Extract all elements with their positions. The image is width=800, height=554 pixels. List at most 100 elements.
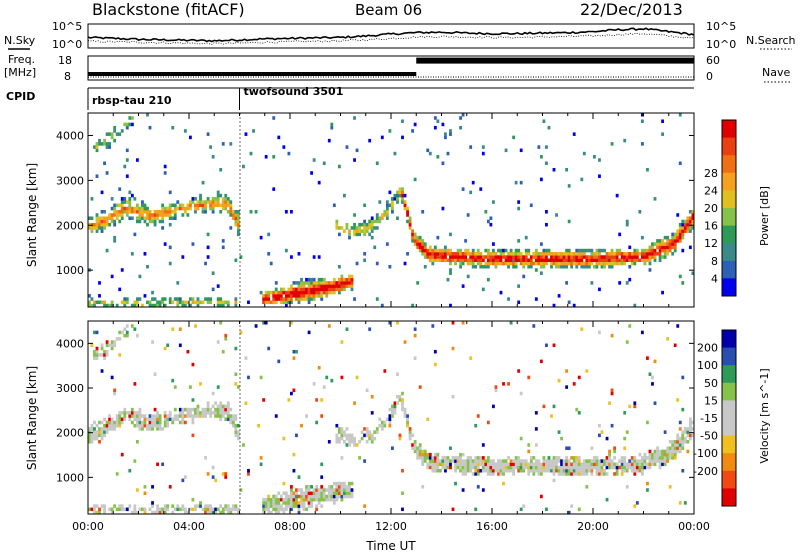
velocity-cell (668, 446, 672, 450)
power-cell (393, 193, 397, 198)
velocity-cell (125, 324, 129, 328)
velocity-cell (310, 504, 314, 508)
power-cell (320, 284, 324, 288)
power-cell (130, 210, 134, 214)
velocity-cell (451, 507, 455, 512)
power-cell (534, 268, 538, 272)
velocity-cell (158, 510, 162, 514)
velocity-cell (163, 423, 167, 428)
velocity-xticks: 00:00 04:00 08:00 12:00 16:00 20:00 00:00 (72, 321, 710, 533)
nave-ytick-bottom: 0 (706, 70, 713, 83)
power-cell (492, 255, 495, 259)
velocity-cell (343, 433, 346, 438)
velocity-cell (287, 504, 291, 508)
velocity-cell (118, 507, 122, 512)
velocity-cell (343, 485, 346, 489)
velocity-cell (656, 446, 659, 450)
power-cell (408, 216, 412, 220)
power-cell (343, 193, 346, 198)
power-cell (211, 210, 215, 214)
power-cell (590, 255, 594, 259)
power-cell (113, 138, 117, 143)
power-cell (176, 206, 180, 211)
velocity-cell (292, 501, 296, 505)
power-cell (363, 232, 367, 237)
power-cell (118, 219, 122, 224)
velocity-cell (663, 462, 667, 467)
velocity-cell (451, 456, 455, 460)
velocity-cell (196, 404, 200, 409)
power-cell (661, 245, 664, 250)
velocity-cell (290, 488, 293, 492)
power-cell (146, 300, 149, 305)
velocity-cell (550, 414, 553, 418)
power-cell (105, 248, 109, 253)
velocity-cell (320, 494, 324, 499)
velocity-cell (499, 472, 503, 476)
velocity-cell (168, 417, 172, 422)
power-cell (507, 258, 510, 263)
velocity-cell (211, 391, 215, 396)
velocity-cell (163, 507, 167, 512)
velocity-cell (456, 462, 460, 467)
velocity-cell (471, 462, 475, 467)
velocity-cell (191, 497, 195, 502)
velocity-cell (486, 420, 490, 425)
velocity-cell (335, 494, 339, 499)
power-cell (562, 255, 566, 259)
power-cell (388, 190, 392, 195)
velocity-cell (456, 465, 460, 470)
velocity-cell (277, 359, 281, 364)
velocity-cell (191, 507, 195, 512)
velocity-cell (484, 468, 488, 473)
power-cell (297, 252, 301, 256)
power-cell (204, 203, 207, 208)
power-cell (527, 264, 531, 269)
velocity-cell (221, 510, 225, 514)
velocity-cell (348, 485, 351, 489)
power-cell (567, 252, 571, 256)
power-cell (555, 264, 558, 269)
power-cell (95, 216, 99, 220)
power-cell (95, 145, 99, 149)
power-cell (300, 294, 303, 298)
velocity-cell (90, 440, 94, 444)
power-cell (98, 300, 101, 305)
velocity-cell (189, 414, 192, 418)
velocity-cell (380, 427, 384, 431)
power-cell (666, 248, 670, 253)
velocity-cell (451, 394, 455, 399)
power-cell (688, 245, 692, 250)
velocity-cell (368, 430, 372, 434)
velocity-cell (118, 337, 122, 341)
power-cell (600, 264, 604, 269)
power-cell (580, 252, 584, 256)
velocity-cell (461, 321, 465, 325)
power-cell (648, 248, 652, 253)
velocity-cell (678, 449, 682, 454)
power-cell (449, 271, 452, 275)
velocity-cell (598, 423, 601, 428)
velocity-cell (507, 382, 510, 386)
power-cell (545, 222, 548, 227)
velocity-cell (315, 504, 319, 508)
power-cell (678, 232, 682, 237)
power-cell (272, 187, 276, 191)
power-cell (234, 210, 238, 214)
velocity-cell (204, 407, 207, 412)
power-cell (605, 258, 609, 263)
power-cell (249, 210, 253, 214)
power-cell (444, 258, 447, 263)
power-cell (259, 235, 263, 240)
power-cell (143, 206, 147, 211)
velocity-cell (388, 420, 392, 425)
velocity-cell (168, 485, 172, 489)
power-cell (224, 197, 228, 201)
velocity-cell (295, 491, 298, 495)
power-cell (648, 268, 652, 272)
velocity-cell (608, 452, 611, 457)
power-cell (449, 268, 452, 272)
velocity-cell (646, 420, 649, 425)
velocity-cell (108, 427, 112, 431)
